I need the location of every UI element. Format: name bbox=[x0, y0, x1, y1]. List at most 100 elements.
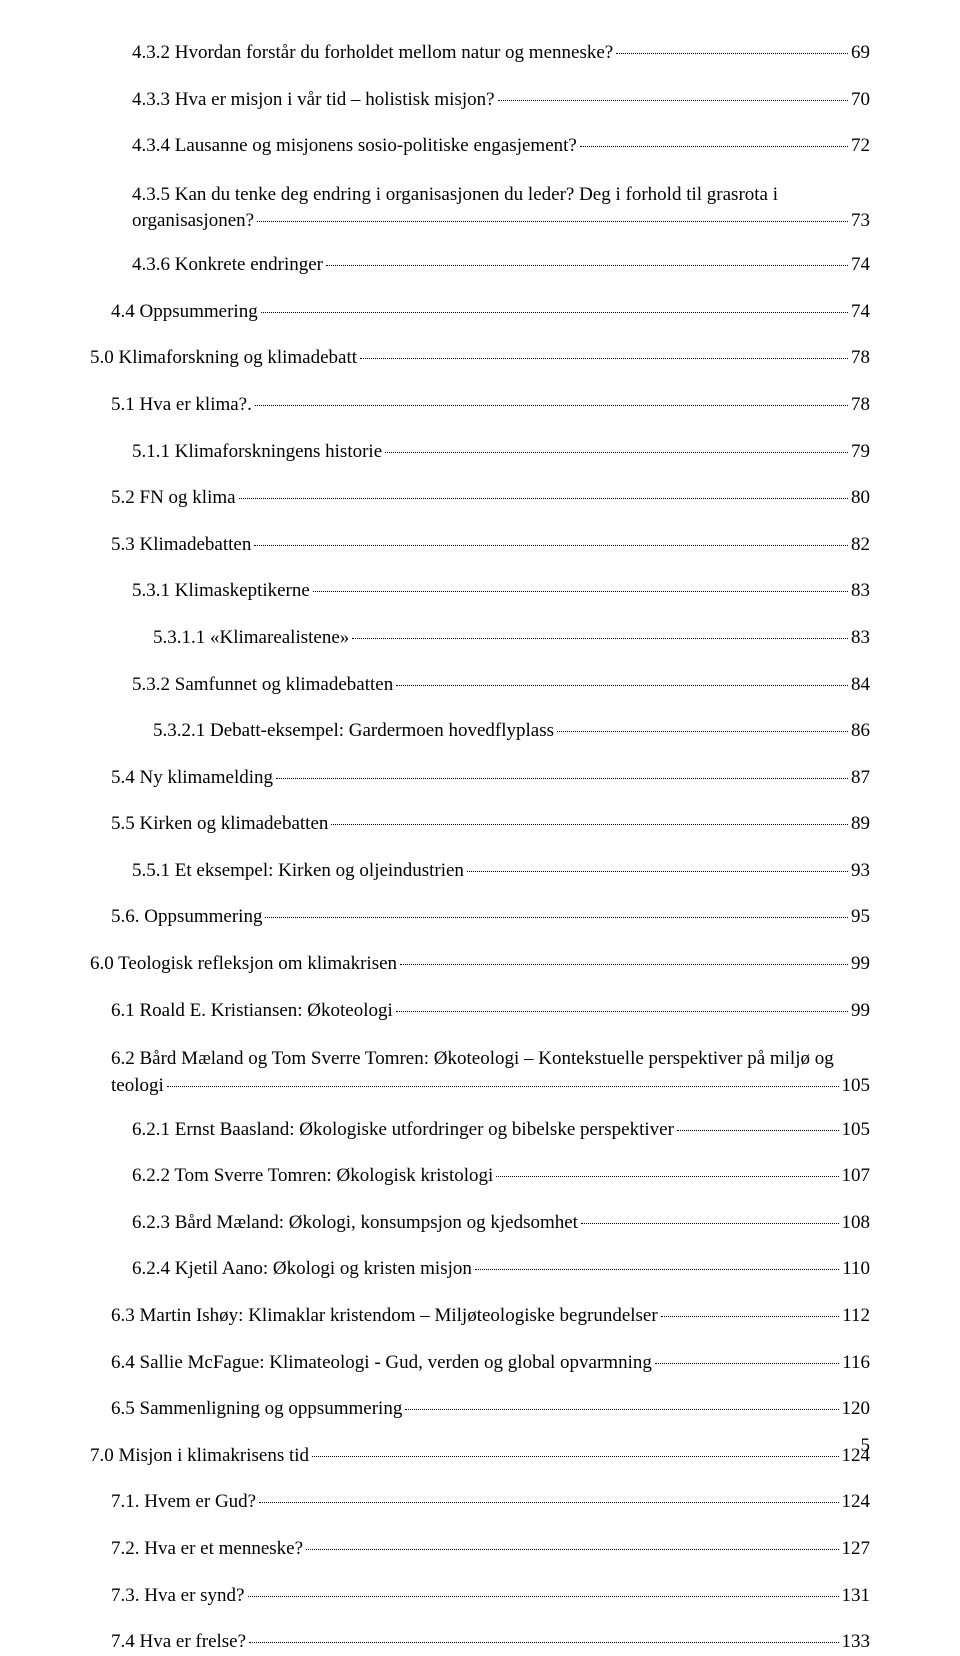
toc-entry: 6.2.1 Ernst Baasland: Økologiske utfordr… bbox=[90, 1117, 870, 1144]
toc-page-number: 83 bbox=[851, 578, 870, 605]
toc-entry-text: organisasjonen? bbox=[132, 210, 254, 232]
toc-entry: 5.1 Hva er klima?. 78 bbox=[90, 392, 870, 419]
toc-entry-text: 5.6. Oppsummering bbox=[111, 904, 262, 931]
toc-leader-dots bbox=[385, 452, 848, 453]
toc-leader-dots bbox=[265, 917, 848, 918]
toc-page-number: 82 bbox=[851, 532, 870, 559]
toc-entry: 4.3.3 Hva er misjon i vår tid – holistis… bbox=[90, 87, 870, 114]
toc-entry: 5.3.1 Klimaskeptikerne 83 bbox=[90, 578, 870, 605]
toc-entry-text: 7.3. Hva er synd? bbox=[111, 1583, 245, 1610]
toc-page-number: 78 bbox=[851, 345, 870, 372]
toc-leader-dots bbox=[167, 1086, 839, 1087]
toc-entry: 6.5 Sammenligning og oppsummering120 bbox=[90, 1396, 870, 1423]
toc-entry: 5.5 Kirken og klimadebatten89 bbox=[90, 811, 870, 838]
toc-page-number: 72 bbox=[851, 133, 870, 160]
toc-page-number: 131 bbox=[842, 1583, 871, 1610]
toc-entry-text: 5.2 FN og klima bbox=[111, 485, 236, 512]
toc-entry: 6.0 Teologisk refleksjon om klimakrisen9… bbox=[90, 951, 870, 978]
toc-leader-dots bbox=[580, 146, 848, 147]
toc-leader-dots bbox=[259, 1502, 838, 1503]
toc-leader-dots bbox=[581, 1223, 839, 1224]
toc-leader-dots bbox=[312, 1456, 838, 1457]
toc-page-number: 107 bbox=[842, 1163, 871, 1190]
toc-leader-dots bbox=[331, 824, 848, 825]
toc-page-number: 120 bbox=[842, 1396, 871, 1423]
toc-entry: 5.2 FN og klima 80 bbox=[90, 485, 870, 512]
toc-leader-dots bbox=[405, 1409, 838, 1410]
toc-page-number: 99 bbox=[851, 998, 870, 1025]
toc-leader-dots bbox=[396, 685, 848, 686]
toc-leader-dots bbox=[655, 1363, 839, 1364]
toc-page-number: 79 bbox=[851, 439, 870, 466]
toc-leader-dots bbox=[360, 358, 848, 359]
toc-page-number: 78 bbox=[851, 392, 870, 419]
toc-page-number: 133 bbox=[842, 1629, 871, 1656]
toc-entry-text: 4.3.3 Hva er misjon i vår tid – holistis… bbox=[132, 87, 495, 114]
toc-leader-dots bbox=[276, 778, 848, 779]
toc-entry-text: 5.4 Ny klimamelding bbox=[111, 765, 273, 792]
toc-leader-dots bbox=[306, 1549, 838, 1550]
toc-leader-dots bbox=[313, 591, 848, 592]
toc-page-number: 116 bbox=[842, 1350, 870, 1377]
toc-entry: 5.4 Ny klimamelding 87 bbox=[90, 765, 870, 792]
toc-entry: 5.6. Oppsummering95 bbox=[90, 904, 870, 931]
toc-leader-dots bbox=[261, 312, 848, 313]
toc-entry-text: 4.3.5 Kan du tenke deg endring i organis… bbox=[132, 180, 870, 210]
toc-page-number: 87 bbox=[851, 765, 870, 792]
toc-entry-text: 4.4 Oppsummering bbox=[111, 299, 258, 326]
toc-leader-dots bbox=[254, 545, 848, 546]
toc-entry-text: 6.2.3 Bård Mæland: Økologi, konsumpsjon … bbox=[132, 1210, 578, 1237]
table-of-contents: 4.3.2 Hvordan forstår du forholdet mello… bbox=[90, 40, 870, 1656]
page-number: 5 bbox=[861, 1435, 871, 1457]
toc-entry-text: 6.1 Roald E. Kristiansen: Økoteologi bbox=[111, 998, 393, 1025]
toc-page-number: 83 bbox=[851, 625, 870, 652]
toc-entry: 6.2.4 Kjetil Aano: Økologi og kristen mi… bbox=[90, 1256, 870, 1283]
toc-entry-text: 7.4 Hva er frelse? bbox=[111, 1629, 246, 1656]
toc-entry-text: 4.3.6 Konkrete endringer bbox=[132, 252, 323, 279]
toc-leader-dots bbox=[249, 1642, 838, 1643]
toc-entry: 5.3.2.1 Debatt-eksempel: Gardermoen hove… bbox=[90, 718, 870, 745]
toc-entry: 7.0 Misjon i klimakrisens tid124 bbox=[90, 1443, 870, 1470]
toc-page-number: 99 bbox=[851, 951, 870, 978]
toc-page-number: 80 bbox=[851, 485, 870, 512]
toc-entry: 5.3.1.1 «Klimarealistene» 83 bbox=[90, 625, 870, 652]
toc-entry-text: 6.2.4 Kjetil Aano: Økologi og kristen mi… bbox=[132, 1256, 472, 1283]
toc-page-number: 84 bbox=[851, 672, 870, 699]
toc-entry-text: 7.2. Hva er et menneske? bbox=[111, 1536, 303, 1563]
toc-entry: 6.3 Martin Ishøy: Klimaklar kristendom –… bbox=[90, 1303, 870, 1330]
toc-leader-dots bbox=[498, 100, 848, 101]
toc-entry: 5.3 Klimadebatten 82 bbox=[90, 532, 870, 559]
toc-entry: 6.2.2 Tom Sverre Tomren: Økologisk krist… bbox=[90, 1163, 870, 1190]
toc-entry-text: 5.5.1 Et eksempel: Kirken og oljeindustr… bbox=[132, 858, 464, 885]
toc-leader-dots bbox=[496, 1176, 838, 1177]
toc-entry-text: 7.0 Misjon i klimakrisens tid bbox=[90, 1443, 309, 1470]
toc-entry: 5.0 Klimaforskning og klimadebatt 78 bbox=[90, 345, 870, 372]
toc-entry-text: 6.2.1 Ernst Baasland: Økologiske utfordr… bbox=[132, 1117, 674, 1144]
toc-entry: 5.3.2 Samfunnet og klimadebatten84 bbox=[90, 672, 870, 699]
toc-entry-text: 5.1 Hva er klima?. bbox=[111, 392, 252, 419]
toc-page-number: 73 bbox=[851, 210, 870, 232]
toc-leader-dots bbox=[400, 964, 848, 965]
toc-entry-text: 6.3 Martin Ishøy: Klimaklar kristendom –… bbox=[111, 1303, 658, 1330]
toc-entry-text: 5.3.1 Klimaskeptikerne bbox=[132, 578, 310, 605]
toc-entry-text: 4.3.4 Lausanne og misjonens sosio-politi… bbox=[132, 133, 577, 160]
toc-entry: 6.2.3 Bård Mæland: Økologi, konsumpsjon … bbox=[90, 1210, 870, 1237]
toc-entry: 6.2 Bård Mæland og Tom Sverre Tomren: Øk… bbox=[90, 1044, 870, 1096]
toc-leader-dots bbox=[352, 638, 848, 639]
toc-leader-dots bbox=[255, 405, 848, 406]
toc-leader-dots bbox=[239, 498, 848, 499]
toc-entry: 4.4 Oppsummering74 bbox=[90, 299, 870, 326]
toc-entry: 7.3. Hva er synd? 131 bbox=[90, 1583, 870, 1610]
toc-entry-text: 5.3.1.1 «Klimarealistene» bbox=[153, 625, 349, 652]
toc-entry: 4.3.5 Kan du tenke deg endring i organis… bbox=[90, 180, 870, 232]
toc-entry: 4.3.6 Konkrete endringer74 bbox=[90, 252, 870, 279]
toc-page-number: 112 bbox=[842, 1303, 870, 1330]
toc-leader-dots bbox=[396, 1011, 848, 1012]
toc-page-number: 69 bbox=[851, 40, 870, 67]
toc-entry-text: 5.3 Klimadebatten bbox=[111, 532, 251, 559]
toc-entry: 5.5.1 Et eksempel: Kirken og oljeindustr… bbox=[90, 858, 870, 885]
toc-entry-text: 5.0 Klimaforskning og klimadebatt bbox=[90, 345, 357, 372]
toc-leader-dots bbox=[557, 731, 848, 732]
toc-entry-continuation: organisasjonen? 73 bbox=[132, 210, 870, 232]
toc-leader-dots bbox=[661, 1316, 840, 1317]
